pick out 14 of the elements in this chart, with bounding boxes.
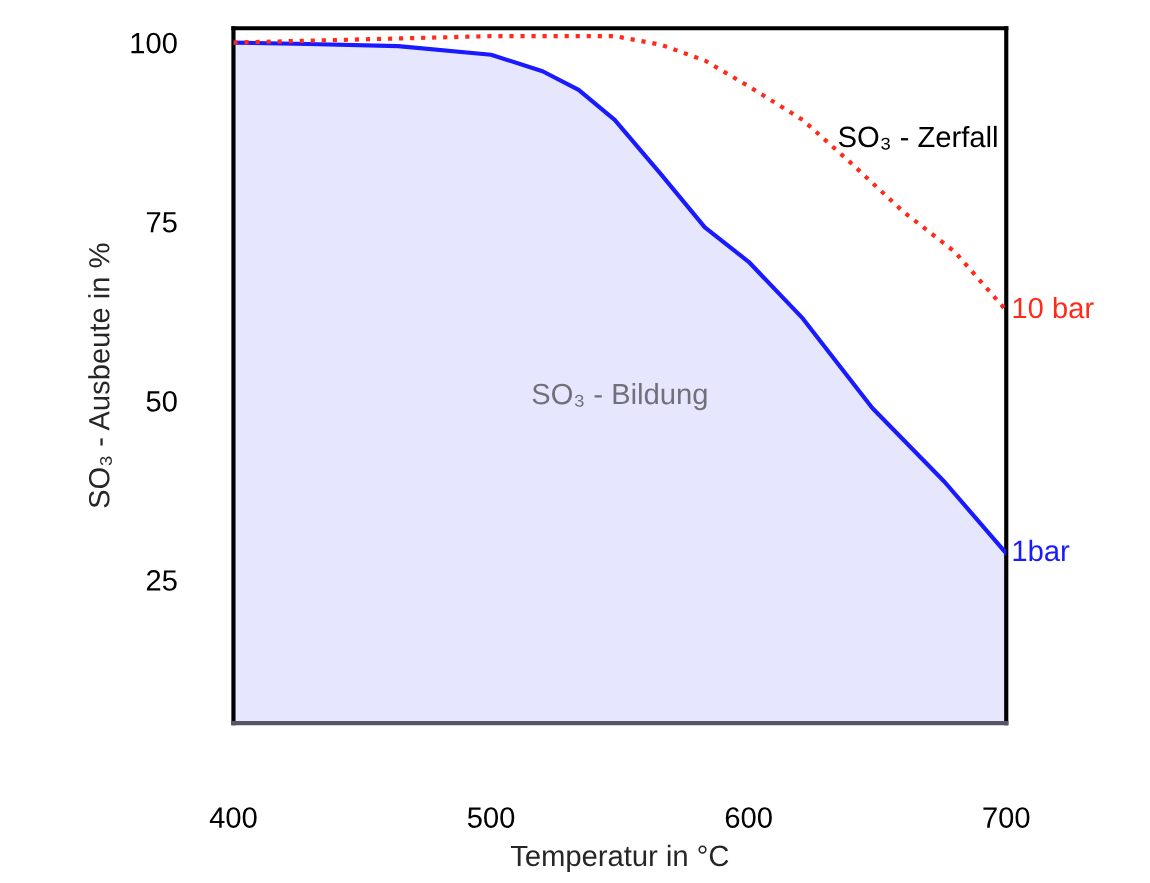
x-tick-label: 600 — [725, 807, 772, 828]
y-tick-label: 25 — [146, 570, 177, 591]
x-axis-title: Temperatur in °C — [510, 844, 729, 872]
x-tick-label: 700 — [983, 807, 1030, 828]
x-tick-label: 400 — [209, 807, 257, 828]
y-tick-label: 50 — [146, 390, 177, 412]
y-tick-label: 100 — [131, 32, 177, 54]
annotation: SO₃ - Bildung — [532, 382, 707, 411]
y-tick-label: 75 — [146, 212, 177, 233]
series-label: 1bar — [1013, 539, 1070, 562]
x-tick-label: 500 — [467, 807, 515, 828]
y-axis-title: SO₃ - Ausbeute in % — [88, 243, 112, 508]
annotation: SO₃ - Zerfall — [838, 125, 997, 150]
series-label: 10 bar — [1013, 296, 1094, 319]
